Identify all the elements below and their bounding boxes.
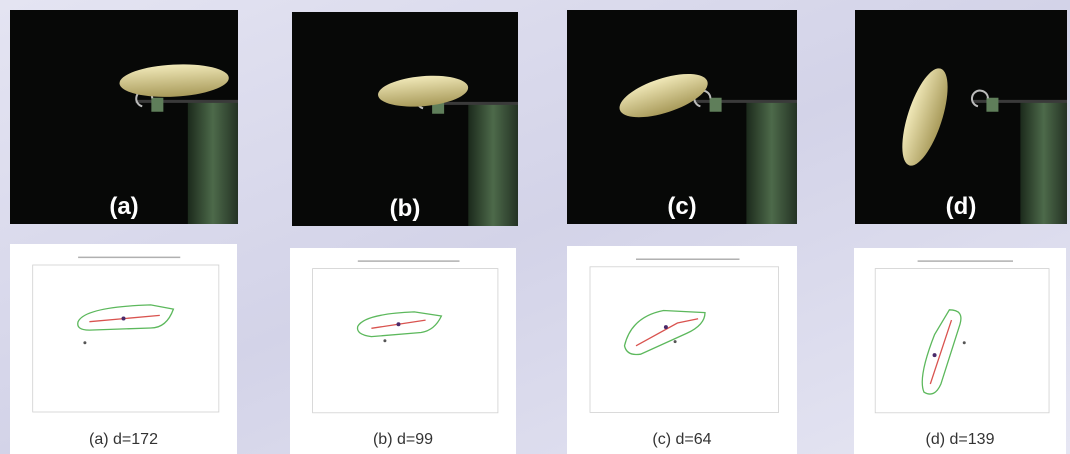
plot-background: [10, 244, 237, 454]
reference-point: [383, 339, 386, 342]
centroid: [933, 353, 937, 357]
plot: (c) d=64: [567, 246, 797, 454]
caption: (d) d=139: [926, 431, 995, 448]
marker: [710, 98, 722, 112]
reference-point: [83, 341, 86, 344]
photo-label: (a): [109, 193, 138, 220]
ledge: [972, 100, 1067, 103]
caption: (b) d=99: [373, 431, 433, 448]
post: [1020, 102, 1067, 224]
plot: (b) d=99: [290, 248, 516, 454]
plot-title-placeholder: [358, 260, 460, 262]
centroid: [664, 325, 668, 329]
caption: (a) d=172: [89, 431, 158, 448]
photo-label: (b): [390, 195, 421, 222]
post: [188, 102, 238, 224]
photo: (d): [855, 10, 1067, 224]
caption: (c) d=64: [652, 431, 711, 448]
ledge: [135, 100, 238, 103]
photo: (c): [567, 10, 797, 224]
photo-label: (c): [667, 193, 696, 220]
plot-background: [290, 248, 516, 454]
post: [468, 104, 518, 226]
photo: (a): [10, 10, 238, 224]
plot-title-placeholder: [636, 258, 740, 260]
plot-title-placeholder: [918, 260, 1013, 262]
figure: (a) (a) d=172 (b) (b) d=99 (c) (c) d=64 (d) (d)…: [0, 0, 1070, 454]
plot-title-placeholder: [78, 257, 180, 259]
plot-background: [854, 248, 1066, 454]
reference-point: [674, 340, 677, 343]
centroid: [396, 322, 400, 326]
plot-background: [567, 246, 797, 454]
plot: (d) d=139: [854, 248, 1066, 454]
marker: [986, 98, 998, 112]
photo: (b): [292, 12, 518, 226]
plot: (a) d=172: [10, 244, 237, 454]
marker: [151, 98, 163, 112]
reference-point: [963, 341, 966, 344]
post: [746, 102, 797, 224]
ledge: [694, 100, 798, 103]
photo-label: (d): [946, 193, 977, 220]
centroid: [122, 317, 126, 321]
